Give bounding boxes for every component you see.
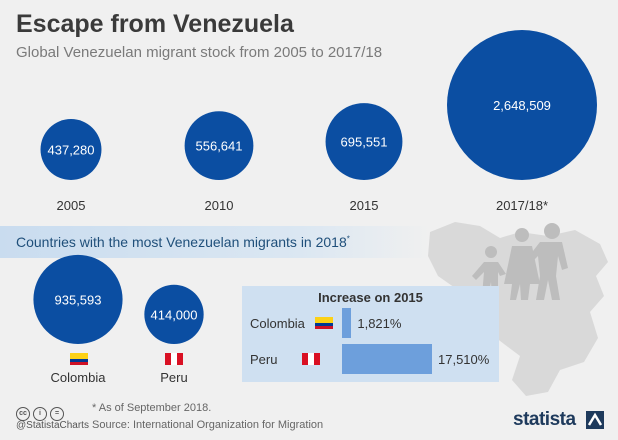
- chart-title: Escape from Venezuela: [16, 10, 294, 38]
- year-bubble-value: 2,648,509: [493, 98, 551, 113]
- creative-commons-icon: cc: [16, 407, 30, 421]
- colombia-flag-icon: [315, 317, 333, 329]
- country-bubble-chart: 935,593 Colombia 414,000 Peru: [33, 254, 204, 385]
- year-label: 2015: [350, 198, 379, 213]
- year-bubble-2: [325, 103, 403, 180]
- increase-bar: [342, 344, 432, 374]
- year-bubble-value: 437,280: [48, 143, 95, 158]
- statista-brand: statista: [513, 409, 576, 430]
- peru-flag-icon: [302, 353, 320, 365]
- increase-panel-title: Increase on 2015: [318, 290, 423, 305]
- footnote: * As of September 2018.: [92, 402, 212, 414]
- increase-panel: Increase on 2015 Colombia 1,821% Peru 17,51…: [242, 286, 499, 382]
- year-bubble-value: 556,641: [196, 139, 243, 154]
- increase-value: 17,510%: [438, 352, 490, 367]
- year-bubble-chart: 437,280 2005 556,641 2010 695,551 2015 2,648,5…: [40, 30, 597, 213]
- country-section-title: Countries with the most Venezuelan migra…: [16, 234, 350, 250]
- year-bubble-0: [40, 119, 102, 180]
- increase-bar: [342, 308, 352, 338]
- country-section-band: Countries with the most Venezuelan migra…: [0, 226, 430, 258]
- increase-label: Colombia: [250, 316, 305, 331]
- year-bubble-3: [447, 30, 597, 180]
- increase-value: 1,821%: [357, 316, 402, 331]
- increase-label: Peru: [250, 352, 278, 367]
- colombia-flag-icon: [70, 353, 88, 365]
- year-bubble-value: 695,551: [341, 135, 388, 150]
- chart-subtitle: Global Venezuelan migrant stock from 200…: [16, 44, 383, 61]
- country-label: Peru: [160, 370, 187, 385]
- attribution-icon: i: [33, 407, 47, 421]
- no-derivatives-icon: =: [50, 407, 64, 421]
- year-label: 2017/18*: [496, 198, 548, 213]
- year-label: 2010: [205, 198, 234, 213]
- peru-flag-icon: [165, 353, 183, 365]
- country-bubble-value: 935,593: [55, 292, 102, 307]
- year-bubble-1: [184, 111, 254, 180]
- source-note: Source: International Organization for M…: [92, 419, 324, 431]
- country-bubble-1: [144, 284, 204, 344]
- country-bubble-value: 414,000: [151, 307, 198, 322]
- country-label: Colombia: [51, 370, 107, 385]
- statista-logo-icon: [586, 411, 604, 429]
- social-handle: @StatistaCharts: [16, 420, 89, 431]
- country-bubble-0: [33, 254, 123, 344]
- license-icons: cc i =: [16, 402, 67, 421]
- year-label: 2005: [57, 198, 86, 213]
